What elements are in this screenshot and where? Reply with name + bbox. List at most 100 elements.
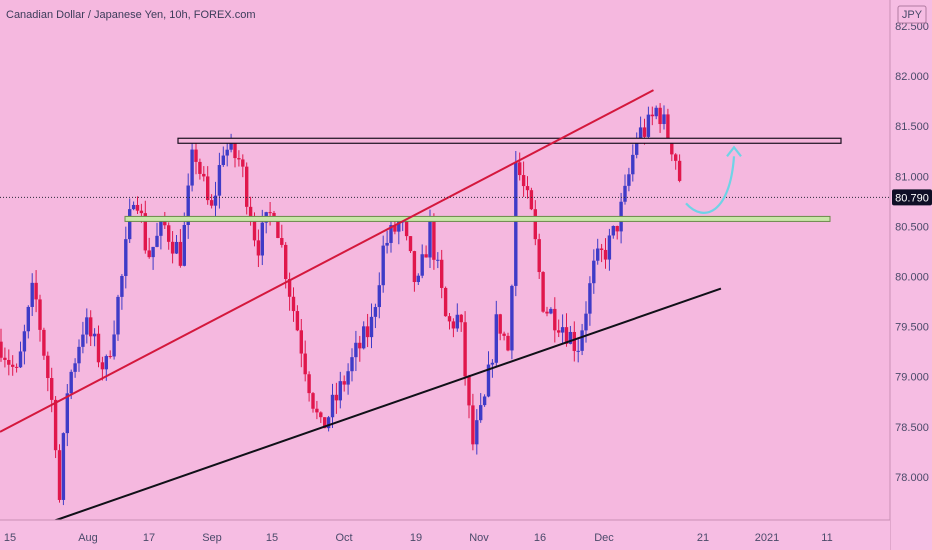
candle-body — [245, 166, 249, 207]
candle-body — [397, 221, 401, 232]
candle-body — [198, 161, 202, 174]
candle-body — [502, 333, 506, 336]
candle-body — [463, 322, 467, 377]
price-tick-label: 81.500 — [895, 121, 929, 133]
projection-arrow[interactable] — [685, 156, 736, 214]
candle-body — [381, 245, 385, 286]
candle-body — [338, 381, 342, 401]
candle-body — [167, 225, 171, 242]
candle-body — [237, 158, 241, 160]
candle-body — [89, 317, 93, 337]
candle-body — [182, 224, 186, 266]
candle-body — [557, 330, 561, 333]
candle-body — [26, 306, 30, 332]
candle-body — [0, 341, 3, 358]
candle-body — [420, 254, 424, 276]
candle-body — [124, 239, 128, 276]
ascending-channel-upper-trendline[interactable] — [0, 89, 654, 433]
candle-body — [358, 342, 362, 349]
candle-body — [213, 195, 218, 206]
price-axis[interactable] — [890, 0, 932, 550]
candle-body — [315, 408, 319, 413]
candle-body — [346, 371, 350, 385]
candle-body — [11, 364, 15, 367]
candle-body — [553, 308, 557, 331]
candle-body — [615, 225, 619, 232]
candle-body — [186, 185, 190, 225]
candle-body — [486, 364, 491, 397]
candle-body — [299, 330, 303, 354]
candle-body — [666, 114, 670, 140]
time-tick-label: Aug — [78, 532, 98, 544]
candle-body — [295, 311, 300, 331]
time-tick-label: 15 — [4, 532, 16, 544]
ascending-support-trendline[interactable] — [50, 287, 722, 523]
candle-body — [248, 206, 253, 222]
candle-body — [580, 330, 584, 351]
candle-body — [451, 321, 456, 329]
candle-body — [303, 353, 307, 375]
candle-body — [506, 335, 510, 351]
candle-body — [178, 241, 183, 266]
candle-body — [599, 248, 604, 250]
candle-body — [631, 154, 635, 175]
candle-body — [3, 357, 7, 360]
candle-body — [276, 219, 280, 239]
candle-body — [92, 333, 97, 337]
candle-body — [596, 248, 600, 261]
candle-body — [635, 139, 639, 155]
candle-body — [330, 394, 335, 418]
candle-body — [365, 326, 370, 338]
support-zone[interactable] — [124, 215, 831, 222]
candle-body — [131, 204, 136, 210]
candle-body — [646, 114, 651, 137]
candle-body — [393, 225, 397, 232]
candle-body — [654, 107, 658, 117]
candle-body — [404, 221, 409, 237]
time-tick-label: Dec — [594, 532, 614, 544]
candle-body — [96, 333, 101, 363]
candle-body — [518, 162, 522, 176]
candle-body — [209, 200, 214, 206]
candle-body — [455, 314, 459, 329]
price-tick-label: 79.500 — [895, 322, 929, 334]
candle-body — [268, 212, 272, 214]
candle-body — [537, 239, 541, 273]
candle-body — [174, 241, 179, 254]
candle-body — [233, 140, 237, 159]
currency-unit-badge[interactable] — [897, 5, 927, 24]
candle-body — [642, 127, 647, 137]
candle-body — [229, 140, 233, 150]
candle-body — [135, 204, 140, 211]
candle-body — [73, 363, 77, 372]
candle-body — [34, 282, 38, 300]
candle-body — [7, 359, 11, 365]
candle-body — [319, 412, 323, 418]
resistance-zone[interactable] — [177, 137, 842, 144]
candle-body — [549, 308, 553, 314]
candle-body — [459, 314, 463, 323]
candle-body — [440, 259, 444, 288]
candle-body — [334, 394, 339, 401]
candle-body — [287, 279, 292, 297]
candle-body — [284, 244, 288, 280]
candle-body — [638, 127, 643, 140]
candle-body — [53, 399, 58, 451]
candle-body — [576, 350, 580, 352]
candle-body — [116, 296, 120, 335]
candle-body — [662, 114, 666, 125]
candle-body — [18, 351, 23, 368]
candle-body — [674, 154, 678, 161]
candle-body — [170, 241, 175, 254]
time-axis[interactable] — [0, 520, 890, 550]
candle-body — [221, 155, 225, 166]
candle-body — [206, 176, 210, 201]
candle-body — [607, 235, 612, 260]
candle-body — [225, 149, 229, 156]
candle-body — [143, 213, 147, 251]
candle-body — [658, 107, 662, 125]
candle-body — [77, 346, 81, 364]
candle-body — [81, 334, 85, 347]
current-price-tag — [892, 189, 932, 206]
